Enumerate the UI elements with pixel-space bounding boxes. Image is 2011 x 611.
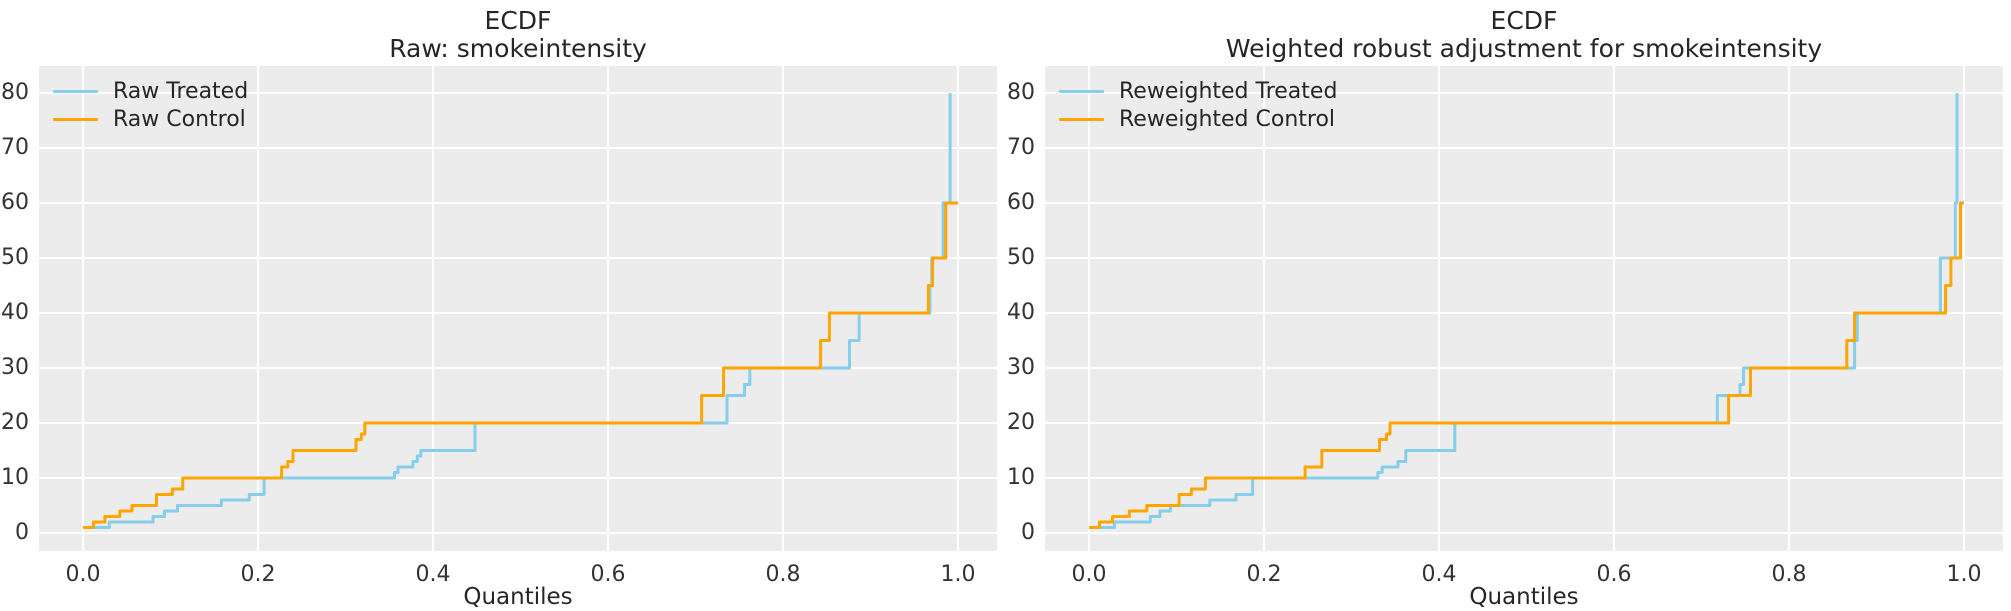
y-tick-label: 10	[1007, 465, 1035, 490]
plot-area-weighted	[1045, 66, 2003, 551]
title-line: ECDF	[1490, 6, 1558, 35]
y-tick-label: 80	[1, 80, 29, 105]
y-tick-label: 10	[1, 465, 29, 490]
y-tick-label: 30	[1, 355, 29, 380]
chart-title-raw: ECDF Raw: smokeintensity	[39, 7, 997, 63]
y-tick-label: 40	[1, 300, 29, 325]
x-tick-label: 0.2	[1246, 562, 1282, 587]
x-tick-label: 1.0	[1946, 562, 1982, 587]
y-tick-label: 0	[1021, 520, 1035, 545]
y-tick-label: 30	[1007, 355, 1035, 380]
control-ecdf-line	[1089, 201, 1964, 529]
x-tick-label: 0.4	[1421, 562, 1457, 587]
y-tick-label: 70	[1, 135, 29, 160]
y-tick-label: 80	[1007, 80, 1035, 105]
y-tick-label: 60	[1007, 190, 1035, 215]
x-tick-label: 0.8	[1771, 562, 1807, 587]
x-tick-label: 0.2	[240, 562, 276, 587]
legend-item-treated: Raw Treated	[53, 77, 248, 105]
title-line: ECDF	[484, 6, 552, 35]
subtitle-line: Weighted robust adjustment for smokeinte…	[1225, 34, 1823, 63]
y-tick-label: 20	[1, 410, 29, 435]
y-tick-label: 60	[1, 190, 29, 215]
control-line-swatch	[1059, 117, 1104, 121]
legend-item-treated: Reweighted Treated	[1059, 77, 1337, 105]
chart-title-weighted: ECDF Weighted robust adjustment for smok…	[1045, 7, 2003, 63]
y-tick-label: 50	[1007, 245, 1035, 270]
control-ecdf-line	[83, 201, 958, 529]
treated-line-swatch	[1059, 89, 1104, 93]
legend-weighted: Reweighted Treated Reweighted Control	[1059, 77, 1337, 133]
legend-label: Raw Treated	[113, 78, 249, 104]
legend-label: Raw Control	[113, 106, 246, 132]
y-tick-label: 50	[1, 245, 29, 270]
treated-ecdf-line	[1089, 93, 1959, 529]
x-tick-label: 0.6	[1596, 562, 1632, 587]
x-tick-label: 0.0	[1071, 562, 1107, 587]
y-tick-label: 20	[1007, 410, 1035, 435]
legend-label: Reweighted Control	[1119, 106, 1336, 132]
plot-area-raw	[39, 66, 997, 551]
y-tick-label: 40	[1007, 300, 1035, 325]
y-tick-label: 70	[1007, 135, 1035, 160]
x-tick-label: 0.4	[415, 562, 451, 587]
x-tick-label: 0.6	[590, 562, 626, 587]
legend-item-control: Reweighted Control	[1059, 105, 1337, 133]
x-axis-label-weighted: Quantiles	[1469, 584, 1579, 610]
plot-background	[39, 66, 997, 551]
plot-background	[1045, 66, 2003, 551]
y-tick-label: 0	[15, 520, 29, 545]
x-axis-label-raw: Quantiles	[463, 584, 573, 610]
x-tick-label: 0.8	[765, 562, 801, 587]
treated-line-swatch	[53, 89, 98, 93]
gridlines	[1045, 66, 2003, 551]
control-line-swatch	[53, 117, 98, 121]
x-tick-label: 1.0	[940, 562, 976, 587]
legend-item-control: Raw Control	[53, 105, 248, 133]
x-tick-label: 0.0	[65, 562, 101, 587]
subtitle-line: Raw: smokeintensity	[389, 34, 647, 63]
legend-label: Reweighted Treated	[1119, 78, 1338, 104]
legend-raw: Raw Treated Raw Control	[53, 77, 248, 133]
